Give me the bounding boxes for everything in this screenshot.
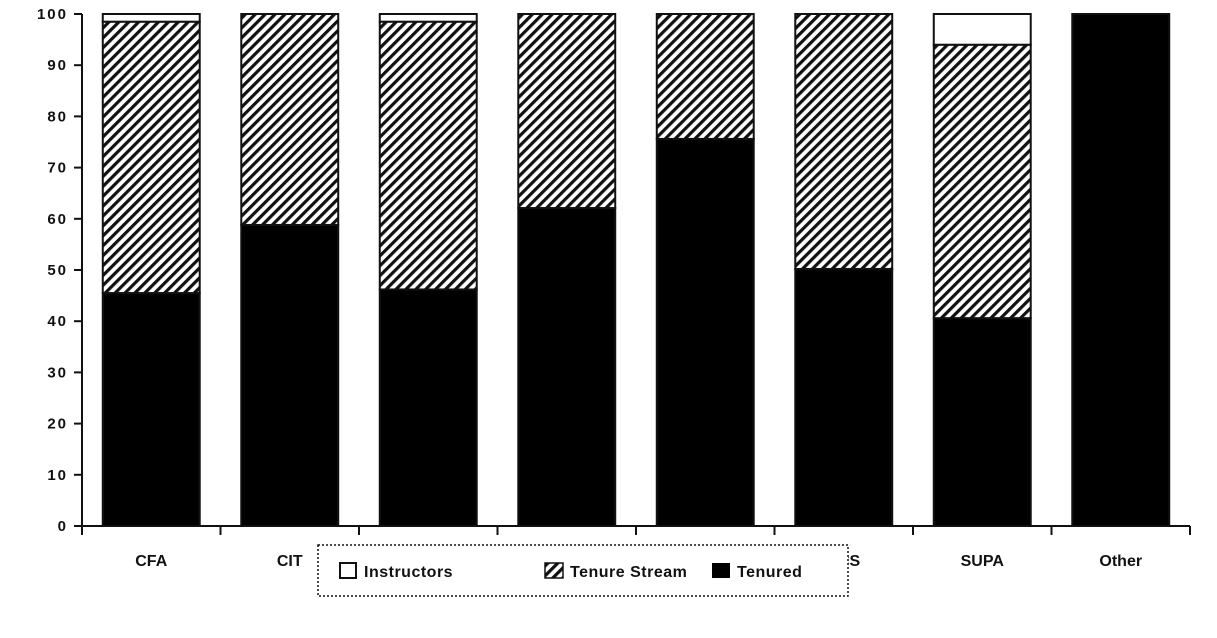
bar-segment-tenured [378,288,478,527]
legend-swatch-tenure-stream [544,562,564,579]
bar-segment-tenure-stream [655,13,755,140]
legend-box [317,544,849,597]
legend-swatch-instructors [339,562,357,579]
bar-segment-tenure-stream [517,13,617,210]
bar-segment-tenured [240,223,340,527]
bar-segment-tenure-stream [378,20,478,291]
bar-segment-instructors [101,13,201,23]
x-tick-label: Other [1099,553,1142,570]
legend-label-instructors: Instructors [364,564,453,581]
bar-segment-instructors [932,13,1032,46]
y-tick-label: 10 [47,467,68,484]
y-tick-label: 30 [47,364,68,381]
bar-segment-tenure-stream [101,20,201,295]
legend-label-tenure-stream: Tenure Stream [570,564,687,581]
bar-segment-instructors [378,13,478,23]
bar-segment-tenured [794,267,894,527]
y-tick-label: 70 [47,160,68,177]
y-tick-label: 90 [47,57,68,74]
y-tick-label: 60 [47,211,68,228]
x-tick-label: CIT [277,553,303,570]
y-tick-label: 20 [47,416,68,433]
bar-segment-tenure-stream [932,43,1032,320]
legend-label-tenured: Tenured [737,564,802,581]
bars [101,13,1171,528]
legend-swatch-tenured [712,563,730,578]
x-tick-label: CFA [135,553,167,570]
y-tick-label: 100 [37,6,68,23]
bar-segment-tenured [1071,13,1171,527]
bar-segment-tenured [101,292,201,528]
y-tick-label: 0 [58,518,68,535]
x-tick-label: SUPA [961,553,1005,570]
y-axis: 0 10 20 30 40 50 60 70 80 90 100 [37,6,83,535]
bar-segment-tenured [517,207,617,527]
bar-segment-tenure-stream [240,13,340,226]
y-tick-label: 80 [47,108,68,125]
legend: Instructors Tenure Stream Tenured [317,544,849,597]
bar-segment-tenure-stream [794,13,894,270]
bar-segment-tenured [655,137,755,527]
bar-segment-tenured [932,317,1032,527]
y-tick-label: 40 [47,313,68,330]
y-tick-label: 50 [47,262,68,279]
